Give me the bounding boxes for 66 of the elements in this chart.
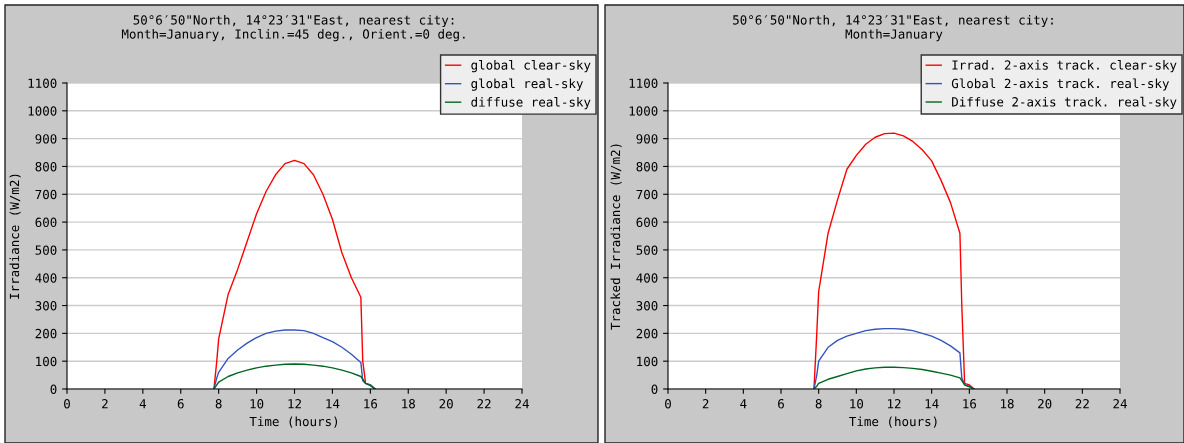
x-tick-label: 24 xyxy=(515,399,529,409)
x-tick-label: 16 xyxy=(364,399,378,409)
legend-label: diffuse real-sky xyxy=(471,97,591,110)
x-tick-label: 2 xyxy=(102,399,108,409)
x-tick-label: 12 xyxy=(887,399,901,409)
legend-label: Irrad. 2-axis track. clear-sky xyxy=(952,60,1177,73)
y-tick-label: 800 xyxy=(35,161,57,172)
x-tick-label: 0 xyxy=(665,399,671,409)
x-axis-title: Time (hours) xyxy=(849,416,937,428)
y-tick-label: 0 xyxy=(651,384,658,394)
legend-label: global real-sky xyxy=(471,78,583,91)
line-series xyxy=(213,363,376,389)
y-tick-label: 1000 xyxy=(629,106,658,116)
x-tick-label: 22 xyxy=(1075,399,1089,409)
y-tick-label: 400 xyxy=(35,273,57,283)
x-tick-label: 14 xyxy=(925,399,939,409)
x-tick-label: 8 xyxy=(215,399,222,409)
y-tick-label: 900 xyxy=(35,134,57,144)
y-tick-label: 600 xyxy=(636,217,658,228)
x-tick-label: 24 xyxy=(1113,399,1127,409)
y-tick-label: 900 xyxy=(636,134,658,144)
y-tick-label: 200 xyxy=(35,328,57,339)
legend-label: Global 2-axis track. real-sky xyxy=(951,78,1169,91)
y-tick-label: 1000 xyxy=(28,106,57,116)
x-tick-label: 10 xyxy=(250,399,264,409)
x-tick-label: 4 xyxy=(740,399,747,409)
y-tick-label: 600 xyxy=(35,217,57,228)
y-tick-label: 500 xyxy=(35,245,57,255)
x-tick-label: 16 xyxy=(963,399,977,409)
x-tick-label: 6 xyxy=(778,399,784,409)
y-tick-label: 300 xyxy=(636,301,658,311)
legend-label: global clear-sky xyxy=(471,60,591,73)
y-tick-label: 700 xyxy=(35,189,57,200)
y-tick-label: 100 xyxy=(637,356,658,367)
chart-title: 50°6′50"North, 14°23′31"East, nearest city: Month=January xyxy=(733,14,1053,42)
y-tick-label: 800 xyxy=(636,161,658,172)
y-tick-label: 400 xyxy=(636,273,658,283)
x-tick-label: 8 xyxy=(815,399,822,409)
legend-label: Diffuse 2-axis track. real-sky xyxy=(952,96,1177,109)
line-series xyxy=(813,366,975,389)
y-axis-title: Tracked Irradiance (W/m2) xyxy=(610,144,622,330)
x-tick-label: 20 xyxy=(1038,399,1052,409)
y-tick-label: 300 xyxy=(35,301,57,311)
x-axis-title: Time (hours) xyxy=(249,416,338,428)
y-tick-label: 100 xyxy=(36,356,57,367)
x-tick-label: 10 xyxy=(850,399,864,409)
x-tick-label: 2 xyxy=(702,399,709,409)
y-tick-label: 500 xyxy=(636,245,658,255)
chart-title: 50°6′50"North, 14°23′31"East, nearest city: Month=January, Inclin.=45 deg., Orient.=0 deg. xyxy=(121,14,465,42)
x-tick-label: 12 xyxy=(288,399,301,409)
line-series xyxy=(813,327,975,389)
x-tick-label: 18 xyxy=(1000,399,1014,409)
line-series xyxy=(813,132,975,389)
x-tick-label: 14 xyxy=(326,399,340,409)
x-tick-label: 22 xyxy=(477,399,491,409)
x-tick-label: 0 xyxy=(64,399,70,409)
x-tick-label: 4 xyxy=(139,399,146,409)
y-tick-label: 0 xyxy=(50,384,57,394)
x-tick-label: 20 xyxy=(439,399,453,409)
y-tick-label: 1100 xyxy=(28,78,57,88)
x-tick-label: 18 xyxy=(402,399,415,409)
y-axis-title: Irradiance (W/m2) xyxy=(9,174,21,299)
y-tick-label: 1100 xyxy=(629,78,658,88)
y-tick-label: 700 xyxy=(636,189,658,200)
y-tick-label: 200 xyxy=(636,328,658,339)
x-tick-label: 6 xyxy=(177,399,184,409)
